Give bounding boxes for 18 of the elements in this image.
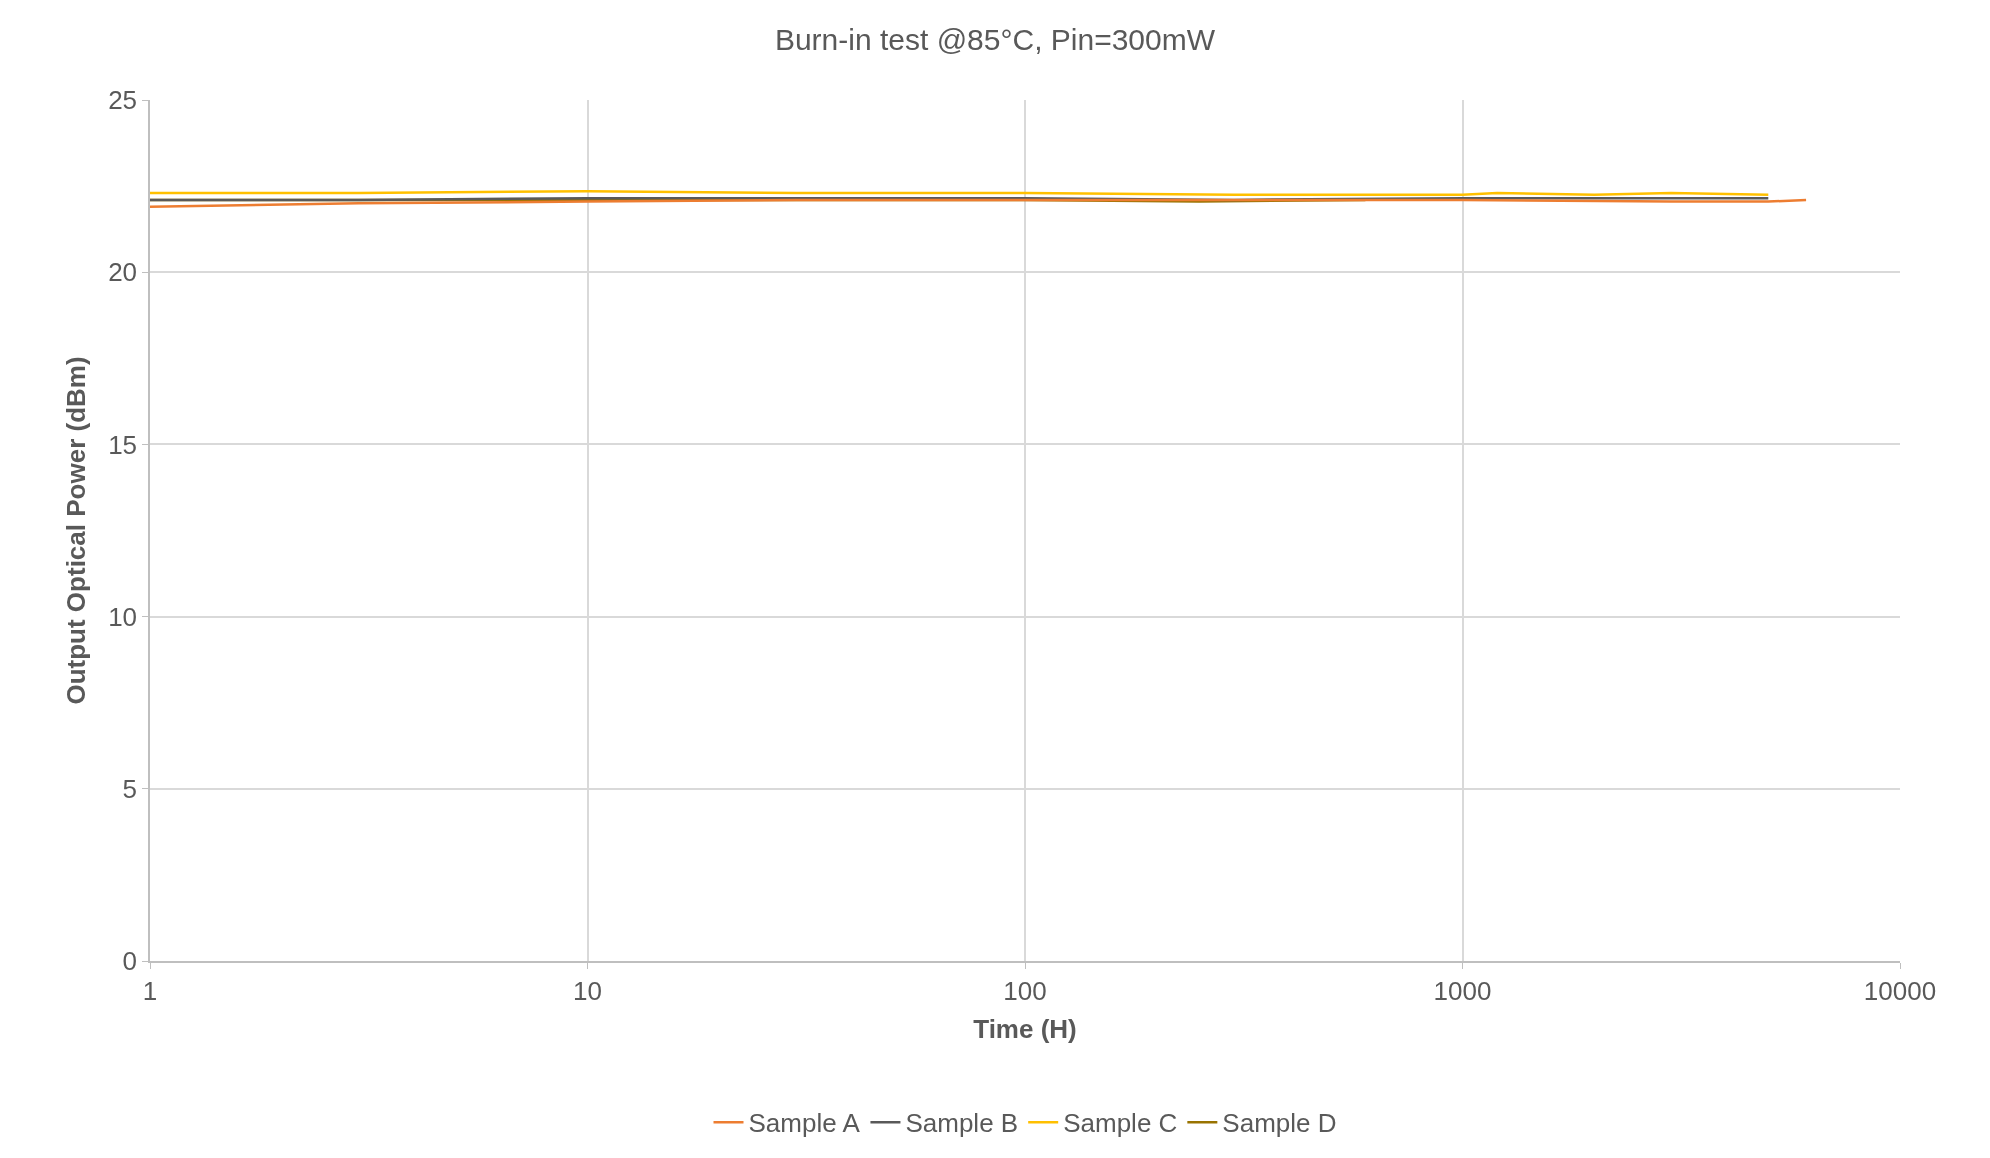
x-tick-label: 10 bbox=[573, 975, 602, 1006]
y-tick-label: 15 bbox=[108, 429, 138, 460]
y-tick-label: 20 bbox=[108, 257, 138, 288]
x-tick-label: 100 bbox=[1003, 975, 1047, 1006]
y-tick-label: 5 bbox=[122, 773, 138, 804]
x-tick-label: 1000 bbox=[1433, 975, 1492, 1006]
x-tick-label: 1 bbox=[142, 975, 158, 1006]
legend-label: Sample D bbox=[1222, 1108, 1337, 1139]
legend-label: Sample A bbox=[748, 1108, 861, 1139]
y-tick-label: 25 bbox=[108, 85, 138, 116]
chart-title: Burn-in test @85°C, Pin=300mW bbox=[774, 22, 1216, 56]
y-axis-title: Output Optical Power (dBm) bbox=[61, 356, 92, 705]
y-tick-label: 0 bbox=[122, 946, 138, 977]
x-tick-label: 10000 bbox=[1863, 975, 1937, 1006]
legend-label: Sample C bbox=[1063, 1108, 1178, 1139]
y-tick-label: 10 bbox=[108, 601, 138, 632]
x-axis-title: Time (H) bbox=[973, 1014, 1077, 1045]
legend-label: Sample B bbox=[905, 1108, 1019, 1139]
